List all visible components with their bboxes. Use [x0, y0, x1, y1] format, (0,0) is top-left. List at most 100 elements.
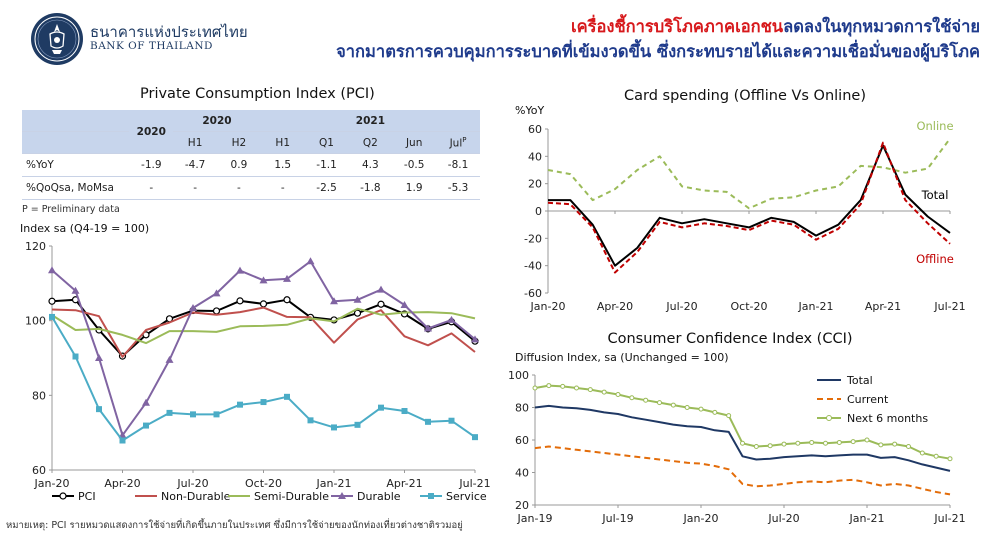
pci-index-chart: 60 80 100 120 Jan-20 Apr-20 Jul-20 Oct-20 Jan-21… — [20, 222, 491, 503]
series-line-semidurable — [51, 307, 476, 345]
pci-table-title: Private Consumption Index (PCI) — [140, 86, 375, 102]
data-point — [142, 398, 150, 406]
series-label-offline: Offline — [916, 252, 954, 266]
x-tick-label: Apr-21 — [386, 477, 422, 490]
pci-table-period: Q1 — [304, 131, 349, 154]
headline-highlight: เครื่องชี้การบริโภคภาคเอกชน — [570, 17, 784, 36]
y-tick-label: 60 — [515, 434, 529, 447]
bank-name-thai: ธนาคารแห่งประเทศไทย — [90, 23, 248, 41]
legend-marker — [338, 492, 346, 499]
data-point — [165, 355, 174, 363]
table-cell: -0.5 — [392, 153, 437, 177]
pci-table-year: 2020 — [173, 110, 261, 132]
data-point — [850, 439, 856, 445]
data-point — [892, 441, 898, 447]
series-line-service — [51, 316, 476, 442]
series-line-offline — [547, 141, 951, 274]
data-point — [615, 392, 621, 397]
footnote: หมายเหตุ: PCI รายหมวดแสดงการใช้จ่ายที่เก… — [6, 520, 463, 531]
series-line-nondurable — [51, 306, 476, 358]
data-point — [471, 335, 479, 343]
data-point — [878, 442, 884, 448]
data-point — [236, 266, 244, 274]
data-point — [587, 387, 593, 393]
table-cell: 0.9 — [217, 153, 261, 177]
table-cell: - — [173, 176, 217, 200]
legend-label-nondurable: Non-Durable — [161, 490, 231, 503]
data-point — [560, 383, 566, 389]
data-point — [726, 413, 732, 419]
series-line-cci_total — [534, 404, 951, 472]
legend-label-semidurable: Semi-Durable — [254, 490, 329, 503]
data-point — [306, 257, 315, 265]
y-axis-label: Diffusion Index, sa (Unchanged = 100) — [515, 351, 729, 364]
y-tick-label: 80 — [32, 389, 46, 402]
data-point — [657, 400, 662, 406]
x-tick-label: Apr-20 — [597, 300, 633, 313]
x-tick-label: Oct-20 — [245, 477, 282, 490]
data-point — [190, 411, 196, 418]
x-tick-label: Jan-20 — [34, 477, 70, 490]
data-point — [377, 285, 385, 293]
table-cell: -1.8 — [348, 176, 393, 200]
x-tick-label: Jul-21 — [458, 477, 490, 490]
legend-label-pci: PCI — [78, 490, 96, 503]
chart-title: Card spending (Offline Vs Online) — [624, 88, 866, 104]
data-point — [72, 353, 79, 360]
pci-table-year: 2020 — [129, 110, 174, 154]
legend-marker — [428, 493, 434, 499]
data-point — [283, 274, 291, 282]
x-tick-label: Jul-20 — [176, 477, 208, 490]
table-row: %YoY -1.9 -4.7 0.9 1.5 -1.1 4.3 -0.5 -8.… — [22, 153, 480, 177]
data-point — [354, 421, 361, 428]
chart-title: Consumer Confidence Index (CCI) — [607, 331, 852, 347]
preliminary-note: P = Preliminary data — [22, 204, 120, 215]
table-cell: -8.1 — [436, 153, 480, 177]
legend-label-service: Service — [446, 490, 487, 503]
y-tick-label: 80 — [515, 402, 529, 415]
pci-table-period: Jun — [392, 131, 437, 154]
series-label-online: Online — [916, 119, 953, 133]
data-point — [237, 401, 243, 408]
data-point — [96, 406, 102, 413]
table-cell: - — [260, 176, 305, 200]
table-cell: - — [129, 176, 174, 200]
data-point — [643, 397, 649, 403]
data-point — [767, 443, 773, 449]
x-tick-label: Apr-21 — [865, 300, 901, 313]
data-point — [919, 450, 925, 456]
data-point — [259, 276, 268, 284]
data-point — [377, 300, 385, 308]
data-point — [71, 286, 80, 294]
y-axis-label: %YoY — [515, 104, 544, 117]
table-cell: -5.3 — [436, 176, 480, 200]
x-tick-label: Jul-21 — [933, 300, 965, 313]
x-tick-label: Jan-20 — [530, 300, 566, 313]
y-tick-label: 0 — [535, 205, 542, 218]
table-cell: -1.9 — [129, 153, 174, 177]
data-point — [601, 389, 607, 395]
data-point — [212, 307, 221, 315]
y-tick-label: 120 — [25, 240, 46, 253]
data-point — [378, 404, 384, 411]
y-tick-label: 60 — [32, 464, 46, 477]
pci-table: 2020 2020 2021 H1 H2 H1 Q1 Q2 Jun JulP %… — [22, 110, 480, 200]
preliminary-mark: P — [462, 135, 467, 144]
data-point — [331, 424, 337, 431]
data-point — [864, 437, 870, 443]
legend-label-durable: Durable — [357, 490, 401, 503]
y-axis-label: Index sa (Q4-19 = 100) — [20, 222, 149, 235]
data-point — [425, 418, 431, 425]
data-point — [236, 297, 244, 305]
y-tick-label: -40 — [524, 260, 542, 273]
table-cell: -1.1 — [304, 153, 349, 177]
table-cell: 1.9 — [392, 176, 437, 200]
data-point — [284, 393, 290, 400]
data-point — [836, 439, 842, 445]
legend-label-cci_next: Next 6 months — [847, 412, 928, 425]
data-point — [670, 402, 676, 408]
headline-rest: ลดลงในทุกหมวดการใช้จ่าย — [783, 17, 980, 36]
table-cell: -2.5 — [304, 176, 349, 200]
data-point — [330, 297, 338, 305]
data-point — [629, 395, 635, 401]
